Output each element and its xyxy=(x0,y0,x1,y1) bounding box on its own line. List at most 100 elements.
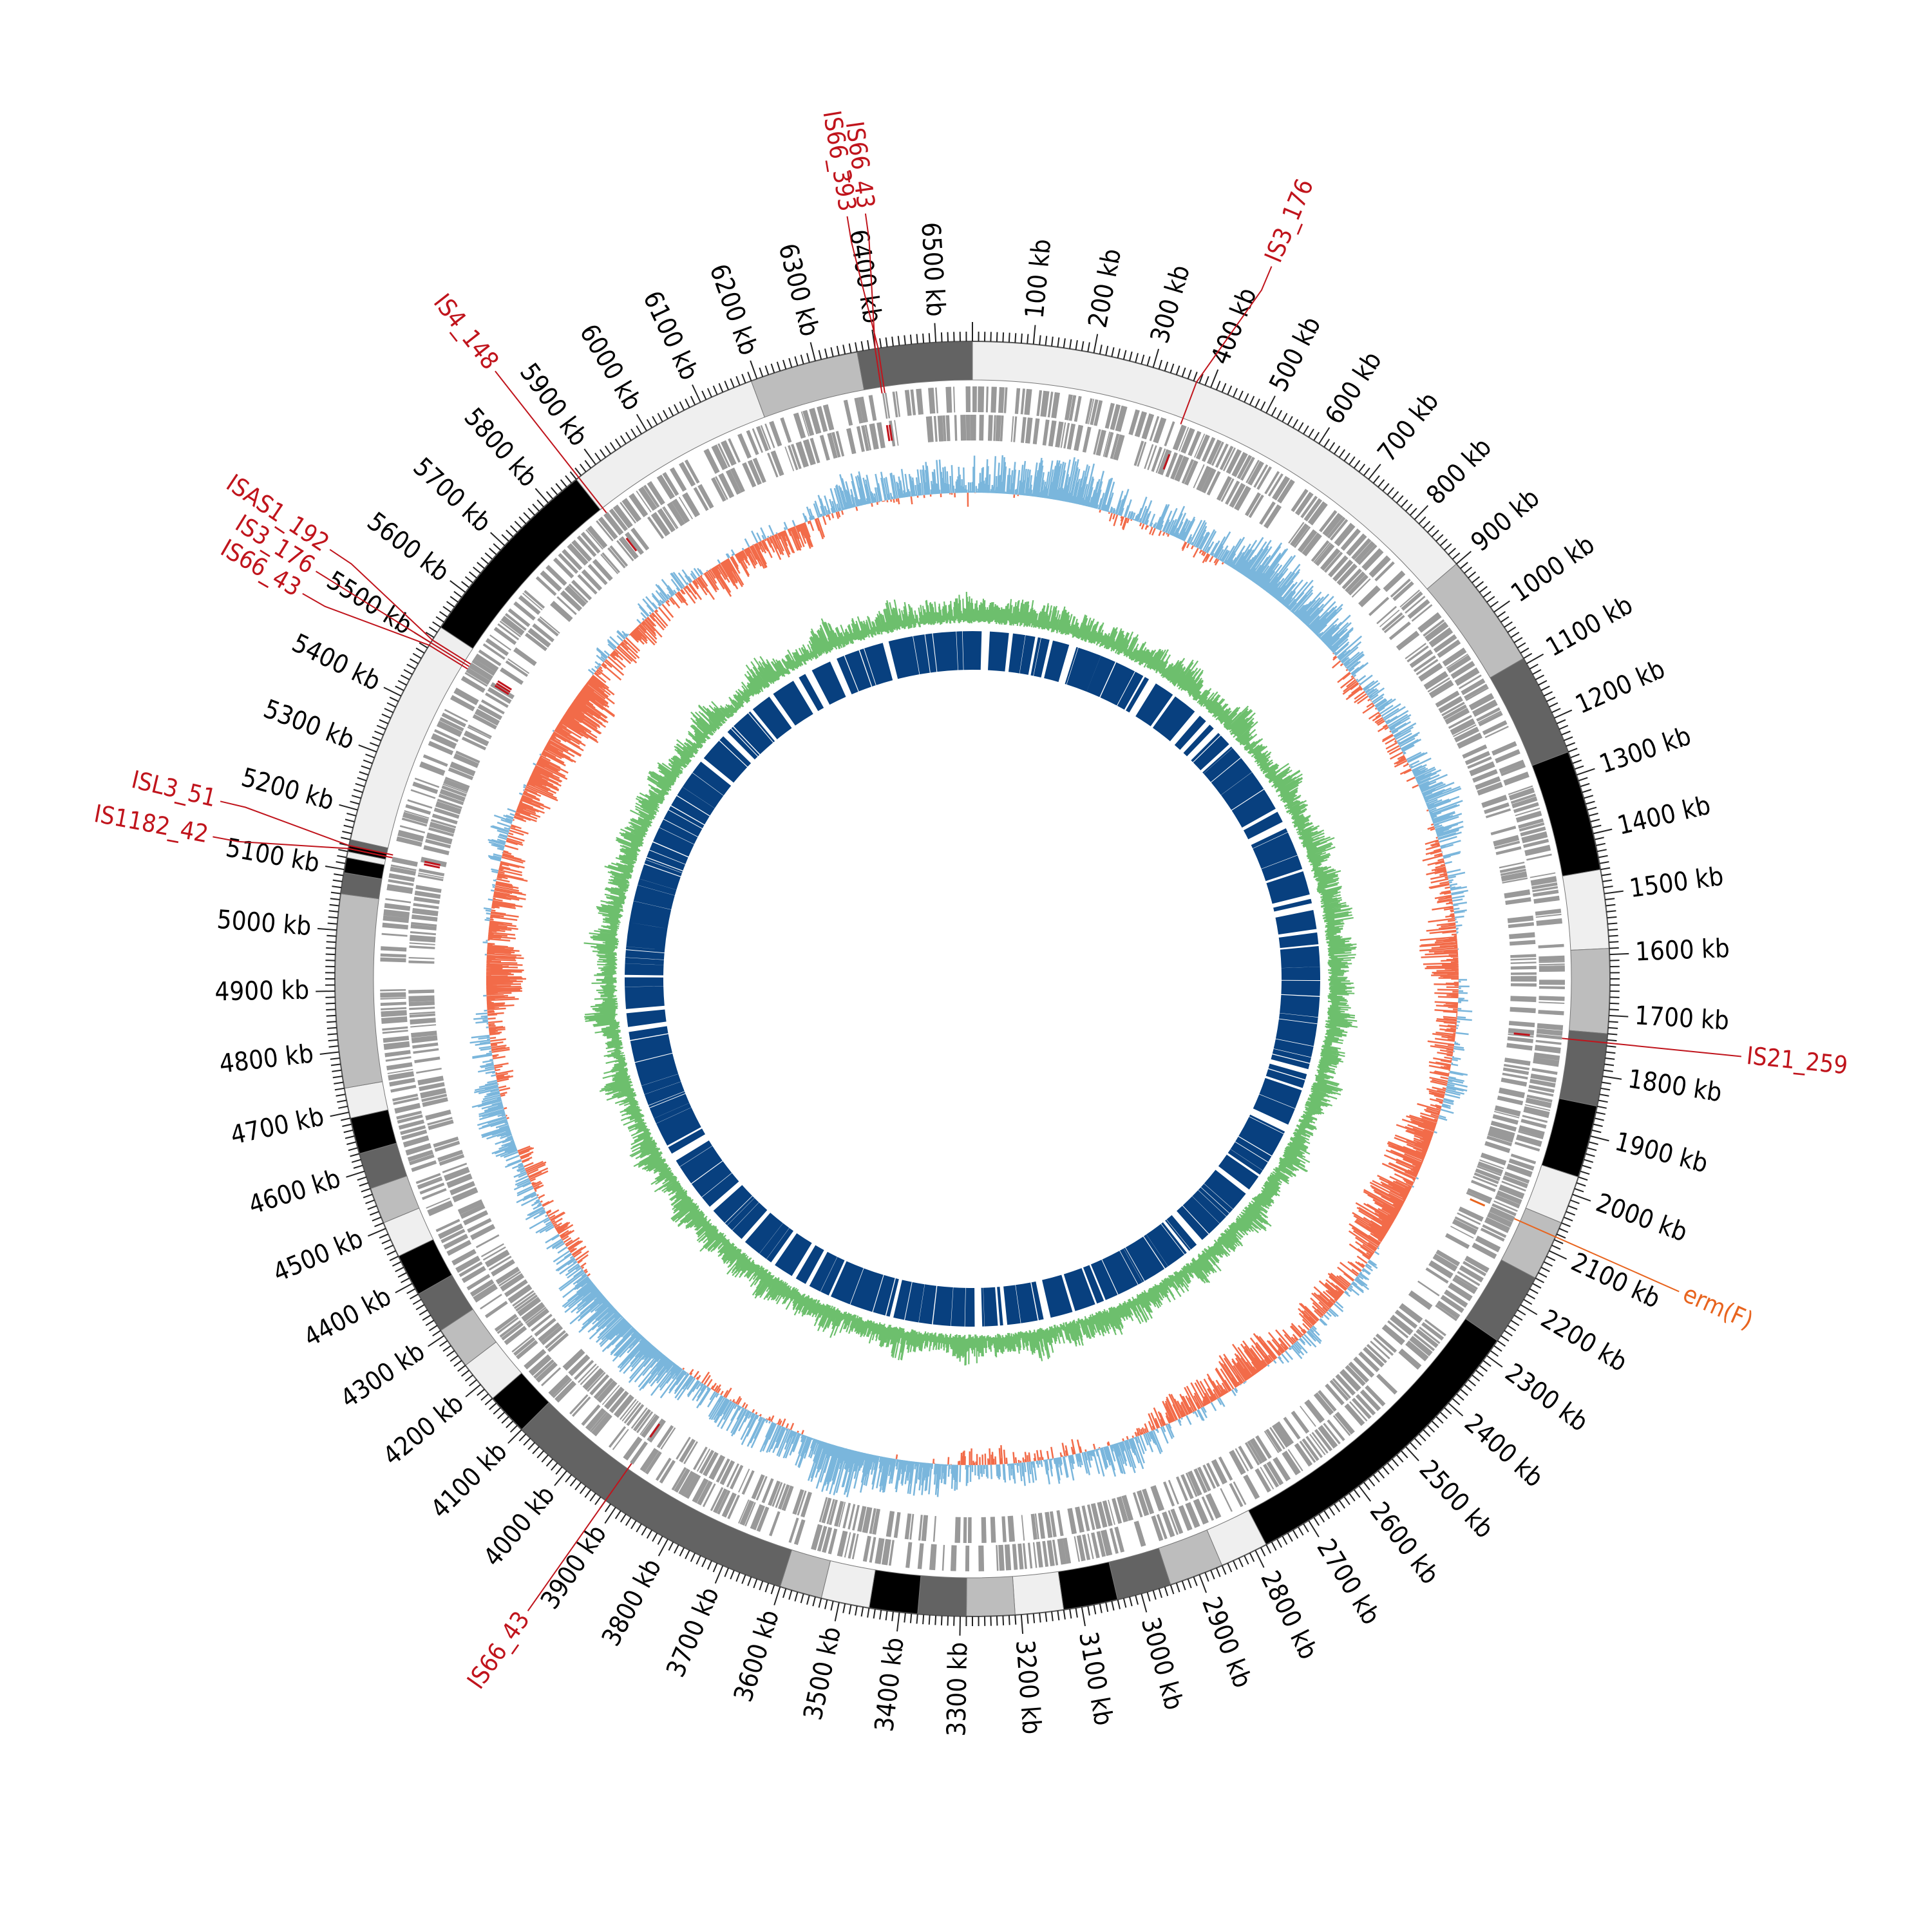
tick-label: 2900 kb xyxy=(1196,1593,1257,1692)
contig-17 xyxy=(1012,1571,1065,1616)
contig-ring xyxy=(334,341,1611,1617)
annotation-leader xyxy=(1180,266,1273,425)
tick-label: 3400 kb xyxy=(869,1636,910,1733)
annotation-label: erm(F) xyxy=(1679,1279,1757,1334)
tick-label: 900 kb xyxy=(1466,483,1546,558)
annotation-leader xyxy=(329,549,471,665)
annotation-leader xyxy=(302,592,468,670)
annotation-marker xyxy=(1162,453,1171,470)
tick-label: 600 kb xyxy=(1320,346,1388,430)
annotation-marker xyxy=(886,424,891,442)
tick-label: 2800 kb xyxy=(1255,1566,1323,1664)
annotation-marker xyxy=(888,424,893,441)
annotation-marker xyxy=(1513,1032,1530,1036)
tick-label: 1600 kb xyxy=(1634,934,1730,967)
tick-label: 4300 kb xyxy=(336,1337,430,1414)
tick-label: 1200 kb xyxy=(1571,654,1670,720)
tick-label: 2000 kb xyxy=(1592,1188,1691,1248)
tick-label: 6400 kb xyxy=(844,227,887,325)
annotation-marker xyxy=(424,863,440,869)
annotation-marker xyxy=(1470,1198,1486,1207)
annotation-leader xyxy=(527,1463,632,1612)
annotation-leader xyxy=(846,216,886,393)
tick-label: 6300 kb xyxy=(773,240,825,339)
annotation-label: IS4_148 xyxy=(428,289,505,375)
tick-label: 3200 kb xyxy=(1010,1639,1046,1736)
tick-label: 6200 kb xyxy=(703,260,763,359)
tick-label: 2300 kb xyxy=(1500,1358,1594,1437)
gc-skew-track xyxy=(469,455,1473,1498)
tick-label: 2600 kb xyxy=(1364,1497,1445,1590)
gc-content-line xyxy=(583,591,1358,1366)
annotation-leader xyxy=(315,571,469,667)
gc-content-track xyxy=(583,591,1358,1366)
tick-label: 2700 kb xyxy=(1311,1534,1385,1630)
tick-label: 5900 kb xyxy=(514,358,594,452)
tick-label: 3100 kb xyxy=(1073,1629,1118,1727)
tick-label: 500 kb xyxy=(1264,312,1327,397)
annotation-label: IS66_43 xyxy=(462,1606,535,1694)
tick-label: 5600 kb xyxy=(361,507,455,588)
tick-label: 4100 kb xyxy=(425,1437,513,1524)
annotation-label: IS3_176 xyxy=(1259,175,1319,266)
tick-label: 3700 kb xyxy=(661,1583,725,1681)
tick-label: 1000 kb xyxy=(1506,530,1600,609)
annotation-leader xyxy=(1513,1218,1680,1293)
tick-label: 1900 kb xyxy=(1612,1127,1711,1179)
tick-label: 5400 kb xyxy=(287,629,385,697)
annotation-leader xyxy=(220,800,393,856)
tick-label: 3800 kb xyxy=(596,1554,667,1651)
tick-label: 6100 kb xyxy=(637,287,704,384)
tick-label: 200 kb xyxy=(1083,247,1128,330)
scale-ring xyxy=(316,322,1629,1636)
tick-label: 1400 kb xyxy=(1615,791,1713,841)
tick-label: 2400 kb xyxy=(1459,1408,1549,1493)
annotation-marker xyxy=(497,680,512,691)
annotation-marker xyxy=(496,682,511,693)
annotation-leader xyxy=(213,836,393,858)
tick-label: 5300 kb xyxy=(260,694,358,755)
tick-label: 5500 kb xyxy=(321,565,417,640)
tick-label: 1100 kb xyxy=(1541,590,1638,663)
contig-15 xyxy=(1108,1548,1171,1600)
contig-18 xyxy=(966,1576,1016,1617)
tick-label: 400 kb xyxy=(1206,284,1263,369)
blast-hits xyxy=(625,631,1321,1327)
tick-label: 4500 kb xyxy=(269,1224,367,1288)
tick-label: 3500 kb xyxy=(798,1624,847,1723)
tick-label: 5100 kb xyxy=(223,833,321,878)
tick-label: 1300 kb xyxy=(1596,721,1695,780)
tick-label: 1800 kb xyxy=(1626,1064,1724,1108)
annotation-leader xyxy=(495,370,607,514)
gene-track-forward xyxy=(380,386,1565,1571)
blast-hit-track xyxy=(625,631,1321,1327)
tick-label: 4400 kb xyxy=(299,1282,396,1352)
tick-label: 6000 kb xyxy=(574,319,647,416)
annotation-leader xyxy=(1562,1037,1741,1057)
tick-label: 3300 kb xyxy=(942,1642,973,1737)
gc-skew-negative xyxy=(486,492,1459,1466)
contig-20 xyxy=(868,1569,922,1615)
tick-label: 4600 kb xyxy=(245,1164,345,1220)
gc-skew-positive xyxy=(469,455,1473,1498)
tick-label: 3600 kb xyxy=(728,1606,785,1705)
gene-track xyxy=(380,386,1565,1571)
annotation-label: IS21_259 xyxy=(1745,1041,1849,1080)
tick-label: 3900 kb xyxy=(535,1520,612,1615)
contig-16 xyxy=(1057,1561,1119,1611)
annotation-marker xyxy=(494,685,509,696)
annotation-marker xyxy=(649,1423,661,1438)
tick-label: 6500 kb xyxy=(915,222,950,317)
tick-label: 4900 kb xyxy=(214,976,310,1007)
contig-21 xyxy=(820,1560,876,1609)
annotation-label: ISL3_51 xyxy=(129,765,219,812)
tick-label: 300 kb xyxy=(1145,261,1196,346)
tick-label: 800 kb xyxy=(1421,432,1497,510)
contig-19 xyxy=(917,1575,967,1617)
tick-label: 1700 kb xyxy=(1634,1001,1730,1036)
contig-6 xyxy=(1569,948,1611,1034)
tick-label: 3000 kb xyxy=(1135,1615,1189,1714)
tick-label: 5200 kb xyxy=(238,762,337,816)
tick-label: 1500 kb xyxy=(1627,862,1725,904)
